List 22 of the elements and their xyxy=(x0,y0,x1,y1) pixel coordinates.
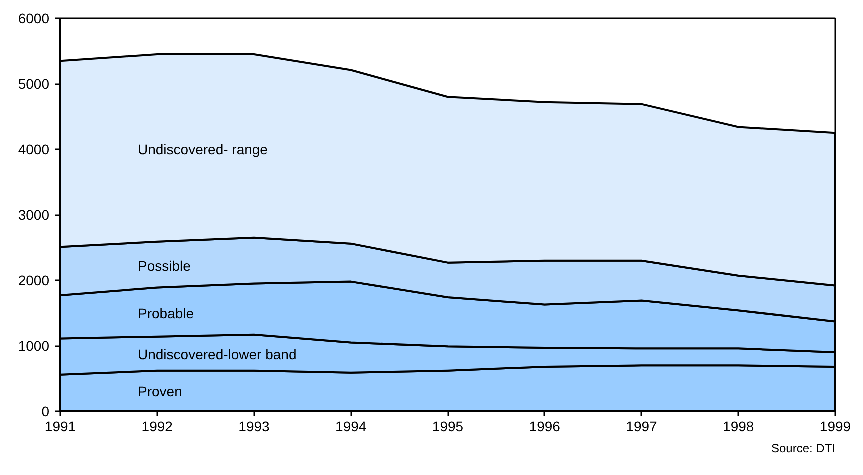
y-tick-label: 1000 xyxy=(18,338,50,354)
y-tick-label: 3000 xyxy=(18,207,50,223)
source-note: Source: DTI xyxy=(771,442,836,456)
x-tick-label: 1991 xyxy=(44,418,76,434)
y-tick-label: 2000 xyxy=(18,272,50,288)
x-tick-label: 1995 xyxy=(432,418,464,434)
x-tick-label: 1992 xyxy=(142,418,174,434)
x-tick-label: 1999 xyxy=(820,418,852,434)
series-label: Proven xyxy=(138,384,182,400)
y-tick-label: 4000 xyxy=(18,142,50,158)
series-label: Undiscovered-lower band xyxy=(138,346,297,362)
x-tick-label: 1998 xyxy=(723,418,754,434)
y-tick-label: 6000 xyxy=(18,10,50,26)
y-tick-label: 5000 xyxy=(18,76,50,92)
x-tick-label: 1997 xyxy=(626,418,658,434)
series-label: Probable xyxy=(138,305,194,322)
x-tick-label: 1996 xyxy=(529,418,561,434)
series-label: Undiscovered- range xyxy=(138,141,268,158)
y-tick-label: 0 xyxy=(42,404,50,420)
x-tick-label: 1993 xyxy=(238,418,270,434)
x-tick-label: 1994 xyxy=(336,418,367,434)
series-label: Possible xyxy=(138,258,192,274)
